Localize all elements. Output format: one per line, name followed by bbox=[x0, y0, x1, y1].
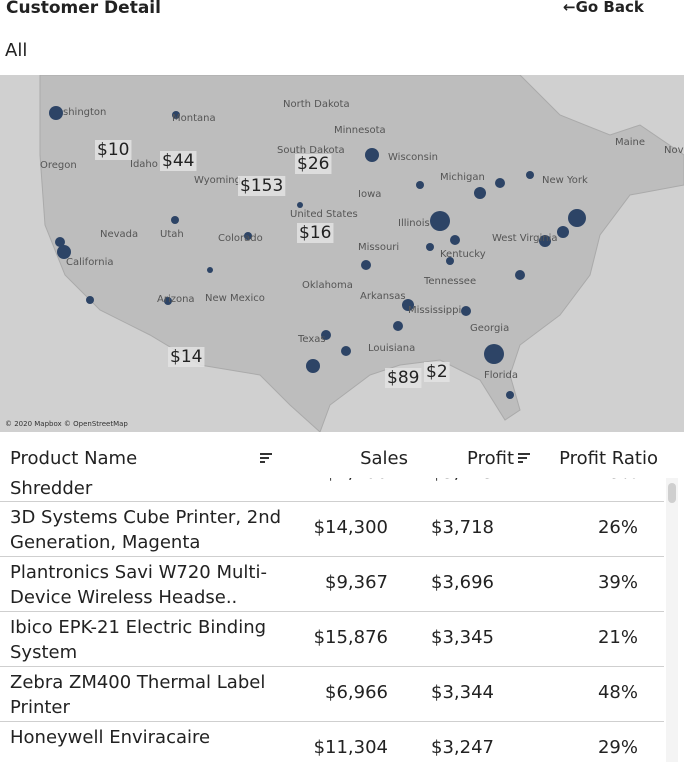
sort-icon[interactable] bbox=[518, 452, 530, 464]
place-label: Maine bbox=[615, 137, 645, 148]
product-name: Ibico EPK-21 Electric Binding System bbox=[10, 617, 267, 663]
product-name: Plantronics Savi W720 Multi-Device Wirel… bbox=[10, 562, 267, 608]
product-name: 3D Systems Cube Printer, 2nd Generation,… bbox=[10, 507, 282, 553]
scrollbar-thumb[interactable] bbox=[668, 483, 676, 503]
map-value-label: $2 bbox=[426, 362, 448, 382]
product-name: Honeywell Enviracaire bbox=[10, 727, 211, 748]
map-value-label: $10 bbox=[97, 140, 129, 160]
land bbox=[39, 75, 684, 432]
table-row[interactable]: Ibico EPK-21 Electric Binding System $15,… bbox=[0, 612, 664, 667]
product-name: Ativa V4110MDD Micro-Cut Shredder bbox=[10, 478, 93, 499]
place-label: West Virginia bbox=[492, 233, 557, 244]
place-label: New York bbox=[542, 175, 588, 186]
label-bg bbox=[385, 368, 422, 388]
cell-value: 48% bbox=[597, 682, 638, 703]
place-label: Oklahoma bbox=[302, 280, 353, 291]
table-header: Product Name Sales Profit Profit Ratio bbox=[0, 446, 684, 474]
cell-value: 26% bbox=[597, 517, 638, 538]
place-label: South Dakota bbox=[277, 145, 345, 156]
cell-value: $3,718 bbox=[431, 517, 494, 538]
page-title: Customer Detail bbox=[6, 0, 161, 18]
map-attribution: © 2020 Mapbox © OpenStreetMap bbox=[5, 420, 128, 428]
label-bg bbox=[238, 176, 286, 196]
table-row[interactable]: Honeywell Enviracaire $11,304 $3,247 29% bbox=[0, 722, 664, 762]
place-label: New Mexico bbox=[205, 293, 265, 304]
label-bg bbox=[168, 347, 205, 367]
place-label: Tennessee bbox=[423, 276, 476, 287]
place-label: Colorado bbox=[218, 233, 263, 244]
column-header[interactable]: Sales bbox=[360, 448, 408, 469]
sort-icon[interactable] bbox=[260, 452, 272, 464]
cell-value: $3,247 bbox=[431, 737, 494, 758]
place-label: North Dakota bbox=[283, 99, 350, 110]
map-value-label: $89 bbox=[387, 368, 419, 388]
label-bg bbox=[95, 140, 132, 160]
map[interactable]: shington Montana North Dakota Minnesota Oreg… bbox=[0, 75, 684, 432]
cell-value: 39% bbox=[597, 572, 638, 593]
table-body: Ativa V4110MDD Micro-Cut Shredder $7,700 $… bbox=[0, 478, 684, 762]
cell-value: $6,966 bbox=[325, 682, 388, 703]
go-back-label[interactable]: Go Back bbox=[575, 0, 644, 16]
product-name: Zebra ZM400 Thermal Label Printer bbox=[10, 672, 266, 718]
cell-value: $3,345 bbox=[431, 627, 494, 648]
place-label: shington bbox=[63, 107, 106, 118]
place-label: Arkansas bbox=[360, 291, 406, 302]
map-value-label: $26 bbox=[297, 154, 329, 174]
place-label: Wisconsin bbox=[388, 152, 438, 163]
filter-value: All bbox=[5, 40, 28, 61]
place-label: Texas bbox=[297, 334, 326, 345]
table-row[interactable]: Ativa V4110MDD Micro-Cut Shredder $7,700 $… bbox=[0, 478, 664, 502]
place-label: Florida bbox=[484, 370, 518, 381]
label-bg bbox=[424, 362, 450, 382]
table-row[interactable]: Plantronics Savi W720 Multi-Device Wirel… bbox=[0, 557, 664, 612]
cell-value: $15,876 bbox=[313, 627, 388, 648]
label-bg bbox=[297, 223, 334, 243]
place-label: Wyoming bbox=[194, 175, 241, 186]
place-label: Illinois bbox=[398, 218, 430, 229]
map-value-label: $44 bbox=[162, 151, 194, 171]
cell-value: $11,304 bbox=[313, 737, 388, 758]
label-bg bbox=[295, 154, 332, 174]
place-label: Montana bbox=[172, 113, 216, 124]
column-header[interactable]: Profit Ratio bbox=[559, 448, 658, 469]
place-label: Minnesota bbox=[334, 125, 386, 136]
place-label: United States bbox=[290, 209, 358, 220]
place-label: Nova bbox=[664, 145, 684, 156]
column-header[interactable]: Product Name bbox=[10, 448, 138, 469]
cell-value: $14,300 bbox=[313, 517, 388, 538]
map-value-label: $16 bbox=[299, 223, 331, 243]
place-label: Oregon bbox=[40, 160, 77, 171]
cell-value: 29% bbox=[597, 737, 638, 758]
go-back-button[interactable]: ←Go Back bbox=[563, 0, 644, 16]
map-dots bbox=[49, 106, 586, 399]
rows: Ativa V4110MDD Micro-Cut Shredder $7,700 $… bbox=[0, 478, 664, 762]
table-row[interactable]: Zebra ZM400 Thermal Label Printer $6,966 $… bbox=[0, 667, 664, 722]
place-label: Missouri bbox=[358, 242, 399, 253]
map-value-label: $14 bbox=[170, 347, 202, 367]
place-label: Idaho bbox=[130, 159, 158, 170]
column-header[interactable]: Profit bbox=[467, 448, 514, 469]
place-label: Mississippi bbox=[408, 305, 461, 316]
cell-value: 21% bbox=[597, 627, 638, 648]
cell-value: $3,773 bbox=[431, 478, 494, 483]
place-label: Arizona bbox=[157, 294, 195, 305]
place-label: Michigan bbox=[440, 172, 485, 183]
place-label: Utah bbox=[160, 229, 184, 240]
place-label: Kentucky bbox=[440, 249, 486, 260]
map-value-label: $153 bbox=[240, 176, 283, 196]
place-label: Louisiana bbox=[368, 343, 415, 354]
scrollbar-track[interactable] bbox=[666, 478, 678, 762]
label-bg bbox=[160, 151, 197, 171]
cell-value: $3,344 bbox=[431, 682, 494, 703]
cell-value: $7,700 bbox=[325, 478, 388, 483]
cell-value: $3,696 bbox=[431, 572, 494, 593]
cell-value: 49% bbox=[598, 478, 638, 483]
place-label: California bbox=[66, 257, 114, 268]
place-label: Iowa bbox=[358, 189, 381, 200]
table-row[interactable]: 3D Systems Cube Printer, 2nd Generation,… bbox=[0, 502, 664, 557]
place-label: Georgia bbox=[470, 323, 509, 334]
place-label: Nevada bbox=[100, 229, 138, 240]
cell-value: $9,367 bbox=[325, 572, 388, 593]
